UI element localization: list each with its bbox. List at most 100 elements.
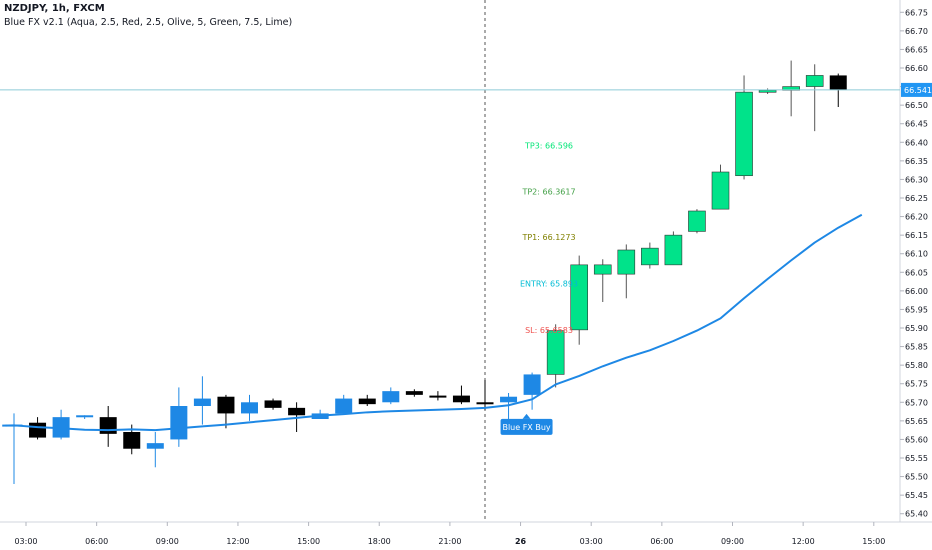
price-tick-label: 66.70 (905, 27, 928, 36)
candle-body (241, 402, 258, 414)
candle (735, 75, 753, 180)
candle (641, 242, 659, 269)
candles (5, 60, 847, 484)
price-tick-label: 66.05 (905, 268, 928, 277)
time-tick-label: 15:00 (297, 537, 320, 546)
candle-body (146, 443, 164, 449)
candle-body (688, 210, 706, 232)
price-axis[interactable]: 65.40 65.45 65.50 65.55 65.60 65.65 65.70 65.75… (900, 8, 928, 519)
time-tick-label: 12:00 (226, 537, 249, 546)
price-tick-label: 66.75 (905, 8, 928, 17)
price-tick-label: 65.75 (905, 380, 928, 389)
candle (146, 432, 164, 468)
candle (52, 409, 70, 440)
time-tick-label: 09:00 (721, 537, 744, 546)
time-tick-label: 06:00 (650, 537, 673, 546)
candle (758, 88, 777, 94)
candle-body (170, 406, 188, 440)
price-tick-label: 65.65 (905, 417, 928, 426)
time-tick-label: 26 (515, 537, 527, 546)
time-tick-label: 06:00 (85, 537, 108, 546)
current-price-label: 66.541 (904, 86, 932, 95)
trade-level-label: TP3: 66.596 (524, 141, 573, 150)
price-tick-label: 65.95 (905, 305, 928, 314)
candle-body (217, 396, 235, 414)
chart-title: NZDJPY, 1h, FXCM (4, 3, 105, 14)
candle (264, 398, 282, 410)
candle-body (735, 91, 753, 177)
candle-body (641, 247, 659, 266)
candle-body (452, 395, 470, 403)
time-tick-label: 09:00 (156, 537, 179, 546)
candle (76, 415, 94, 419)
time-tick-label: 03:00 (580, 537, 603, 546)
candle-body (405, 391, 423, 395)
price-tick-label: 65.55 (905, 454, 928, 463)
candle (99, 406, 117, 447)
candle (782, 60, 800, 117)
buy-signal-pointer (522, 413, 531, 419)
price-tick-label: 65.50 (905, 473, 928, 482)
candle-body (500, 396, 518, 403)
candle (405, 389, 423, 397)
price-tick-label: 66.60 (905, 64, 928, 73)
candle (193, 376, 211, 425)
price-tick-label: 65.85 (905, 343, 928, 352)
candle (711, 164, 730, 210)
price-tick-label: 65.80 (905, 361, 928, 370)
time-tick-label: 03:00 (14, 537, 37, 546)
candle-body (805, 75, 824, 87)
candle-body (570, 264, 589, 331)
time-tick-label: 18:00 (368, 537, 391, 546)
candle-body (76, 415, 94, 418)
candle (664, 231, 683, 266)
candle-body (99, 417, 117, 434)
trade-level-label: ENTRY: 65.893 (520, 279, 578, 288)
trade-level-label: TP2: 66.3617 (521, 187, 575, 196)
candle (476, 380, 494, 410)
price-tick-label: 66.15 (905, 231, 928, 240)
price-tick-label: 66.25 (905, 194, 928, 203)
trade-level-label: TP1: 66.1273 (521, 233, 575, 242)
time-tick-label: 21:00 (438, 537, 461, 546)
candle-body (546, 330, 565, 375)
time-axis[interactable]: 03:00 06:00 09:00 12:00 15:00 18:00 21:00 26 03:… (14, 522, 885, 546)
candle-body (335, 398, 353, 414)
current-price-marker: 66.541 (0, 82, 932, 97)
candle-body (123, 432, 141, 449)
candle (5, 413, 23, 484)
buy-signal: Blue FX Buy (500, 413, 553, 435)
candle-body (593, 264, 612, 275)
candle (241, 394, 258, 421)
price-tick-label: 66.00 (905, 287, 928, 296)
price-tick-label: 65.60 (905, 435, 928, 444)
buy-signal-box (500, 418, 553, 435)
candle (382, 387, 400, 405)
buy-signal-label: Blue FX Buy (502, 423, 550, 432)
price-tick-label: 66.40 (905, 138, 928, 147)
candle-body (664, 234, 683, 266)
candle-body (829, 75, 847, 90)
candle-body (617, 249, 636, 275)
candle (452, 385, 470, 405)
candle-body (711, 171, 730, 210)
price-tick-label: 66.30 (905, 175, 928, 184)
candle (570, 255, 589, 345)
price-tick-label: 65.45 (905, 491, 928, 500)
candle (217, 394, 235, 429)
price-tick-label: 66.35 (905, 157, 928, 166)
candle-body (193, 398, 211, 406)
moving-average-line (2, 213, 863, 432)
candle (335, 394, 353, 414)
candle-body (429, 395, 447, 398)
time-tick-label: 12:00 (792, 537, 815, 546)
candle-body (382, 391, 400, 403)
candle (358, 394, 376, 406)
price-tick-label: 66.65 (905, 45, 928, 54)
candle-body (264, 400, 282, 408)
candle (688, 209, 706, 234)
indicator-legend[interactable]: Blue FX v2.1 (Aqua, 2.5, Red, 2.5, Olive… (4, 17, 293, 28)
price-tick-label: 66.10 (905, 250, 928, 259)
trade-levels: TP3: 66.596 TP2: 66.3617 TP1: 66.1273 ENTRY… (520, 141, 578, 335)
